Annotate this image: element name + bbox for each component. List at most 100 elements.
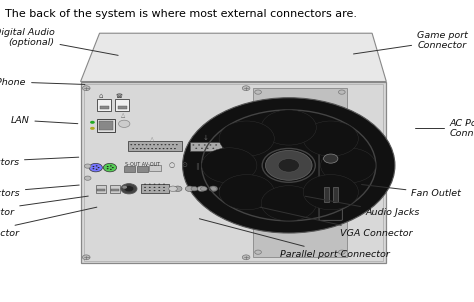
Circle shape bbox=[122, 186, 127, 189]
Bar bbox=[84, 84, 383, 261]
Text: Parallel port Connector: Parallel port Connector bbox=[200, 219, 390, 259]
Circle shape bbox=[90, 127, 95, 130]
Text: USB Connectors: USB Connectors bbox=[0, 185, 79, 198]
Circle shape bbox=[151, 148, 153, 149]
Circle shape bbox=[163, 148, 164, 149]
Bar bbox=[190, 142, 222, 150]
Circle shape bbox=[154, 187, 155, 188]
FancyBboxPatch shape bbox=[319, 134, 342, 220]
Text: △: △ bbox=[121, 112, 125, 117]
Circle shape bbox=[223, 143, 232, 149]
Circle shape bbox=[158, 190, 160, 191]
Bar bbox=[115, 99, 129, 111]
Circle shape bbox=[338, 90, 345, 94]
Circle shape bbox=[149, 144, 151, 145]
Circle shape bbox=[201, 187, 207, 191]
Circle shape bbox=[96, 165, 98, 166]
Circle shape bbox=[261, 110, 316, 145]
Circle shape bbox=[210, 144, 211, 146]
Circle shape bbox=[154, 184, 155, 185]
Text: VGA Connector: VGA Connector bbox=[260, 207, 413, 238]
Text: △: △ bbox=[150, 136, 154, 141]
Circle shape bbox=[185, 186, 194, 191]
Circle shape bbox=[164, 144, 166, 145]
Circle shape bbox=[144, 184, 146, 185]
Text: ∥: ∥ bbox=[195, 162, 198, 169]
Text: Game port
Connector: Game port Connector bbox=[354, 31, 468, 54]
Circle shape bbox=[140, 148, 142, 149]
Circle shape bbox=[338, 250, 345, 254]
Circle shape bbox=[219, 187, 226, 191]
Circle shape bbox=[242, 255, 250, 260]
Bar bbox=[99, 121, 113, 130]
Bar bbox=[100, 106, 109, 109]
Text: Digital Audio
(optional): Digital Audio (optional) bbox=[0, 28, 118, 55]
Circle shape bbox=[212, 148, 214, 149]
Circle shape bbox=[144, 190, 146, 191]
Circle shape bbox=[134, 144, 136, 145]
Circle shape bbox=[158, 184, 160, 185]
Circle shape bbox=[112, 167, 114, 168]
Circle shape bbox=[195, 148, 197, 149]
Circle shape bbox=[278, 159, 300, 172]
Circle shape bbox=[166, 148, 168, 149]
Bar bbox=[332, 187, 337, 202]
Circle shape bbox=[103, 163, 117, 172]
Circle shape bbox=[255, 250, 261, 254]
Bar bbox=[253, 88, 346, 257]
Circle shape bbox=[149, 190, 151, 191]
Circle shape bbox=[169, 186, 177, 191]
Circle shape bbox=[161, 144, 163, 145]
Circle shape bbox=[159, 148, 161, 149]
Bar bbox=[111, 189, 119, 191]
Bar bbox=[110, 185, 120, 193]
Circle shape bbox=[198, 144, 200, 146]
Text: ⊙: ⊙ bbox=[182, 162, 187, 168]
Circle shape bbox=[242, 86, 250, 91]
Circle shape bbox=[110, 165, 112, 166]
Circle shape bbox=[170, 148, 172, 149]
Text: S-Video Connector: S-Video Connector bbox=[0, 196, 88, 217]
Circle shape bbox=[168, 144, 170, 145]
Circle shape bbox=[163, 190, 165, 191]
Bar bbox=[137, 166, 148, 172]
Circle shape bbox=[118, 120, 130, 127]
Text: The back of the system is where most external connectors are.: The back of the system is where most ext… bbox=[5, 9, 357, 19]
Circle shape bbox=[154, 190, 155, 191]
Circle shape bbox=[197, 186, 206, 191]
Bar bbox=[97, 118, 115, 132]
Circle shape bbox=[192, 144, 194, 146]
Circle shape bbox=[92, 166, 94, 167]
Circle shape bbox=[158, 187, 160, 188]
Circle shape bbox=[149, 187, 151, 188]
Circle shape bbox=[219, 121, 274, 156]
Circle shape bbox=[172, 144, 174, 145]
Text: ⌂: ⌂ bbox=[99, 92, 103, 98]
Circle shape bbox=[84, 176, 91, 180]
Text: ☎: ☎ bbox=[116, 94, 123, 98]
Circle shape bbox=[209, 186, 218, 191]
Circle shape bbox=[107, 166, 109, 167]
Bar bbox=[128, 141, 182, 152]
Circle shape bbox=[207, 148, 209, 149]
Circle shape bbox=[173, 186, 182, 191]
Circle shape bbox=[82, 255, 90, 260]
Circle shape bbox=[96, 169, 98, 170]
Circle shape bbox=[82, 86, 90, 91]
Circle shape bbox=[163, 187, 165, 188]
Circle shape bbox=[157, 144, 159, 145]
Bar bbox=[324, 187, 329, 202]
Circle shape bbox=[132, 148, 134, 149]
Circle shape bbox=[255, 90, 261, 94]
Circle shape bbox=[191, 187, 198, 191]
Circle shape bbox=[201, 148, 203, 149]
Circle shape bbox=[204, 144, 206, 146]
Text: AC Power
Connector: AC Power Connector bbox=[415, 119, 474, 138]
Text: LAN: LAN bbox=[10, 116, 78, 125]
Text: Video Connector: Video Connector bbox=[0, 207, 97, 238]
Circle shape bbox=[144, 148, 146, 149]
Bar bbox=[81, 82, 386, 263]
Text: PS/2 Connectors: PS/2 Connectors bbox=[0, 157, 79, 166]
Circle shape bbox=[265, 150, 312, 180]
Bar bbox=[149, 165, 161, 171]
